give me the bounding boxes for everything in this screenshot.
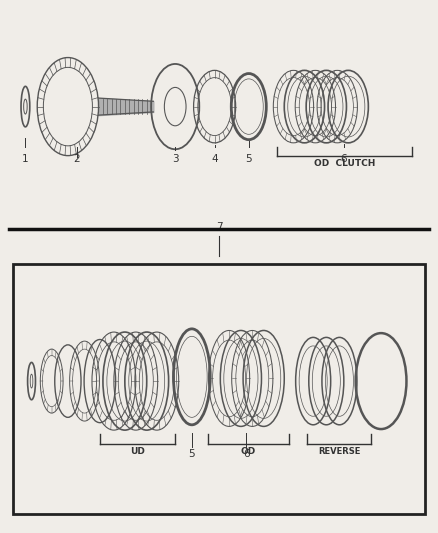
Text: 1: 1 xyxy=(22,154,29,164)
Text: 5: 5 xyxy=(188,449,195,459)
Text: REVERSE: REVERSE xyxy=(318,447,360,456)
Text: 7: 7 xyxy=(215,222,223,232)
Text: 6: 6 xyxy=(340,154,347,164)
Text: 6: 6 xyxy=(243,449,250,459)
Text: 2: 2 xyxy=(73,154,80,164)
Text: OD  CLUTCH: OD CLUTCH xyxy=(314,159,375,168)
Text: OD: OD xyxy=(241,447,256,456)
Bar xyxy=(13,264,425,514)
Text: 5: 5 xyxy=(245,154,252,164)
Text: UD: UD xyxy=(130,447,145,456)
Text: 4: 4 xyxy=(211,154,218,164)
Text: 3: 3 xyxy=(172,154,179,164)
